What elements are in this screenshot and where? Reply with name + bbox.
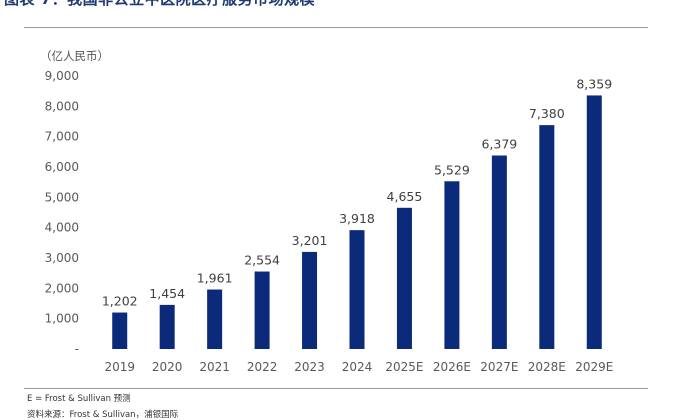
y-tick-label: 7,000 [45,130,79,144]
bar-2021 [207,289,223,349]
bar-2027E [491,155,507,349]
data-label-2026E: 5,529 [434,162,470,177]
y-tick-label: 5,000 [45,190,79,204]
x-tick-label: 2025E [385,360,423,374]
unit-label: （亿人民币） [40,49,109,63]
x-tick-label: 2020 [152,360,183,374]
top-rule [24,27,648,28]
x-tick-label: 2024 [342,360,373,374]
bars [112,95,602,349]
data-label-2019: 1,202 [102,294,138,309]
y-tick-label: 1,000 [45,312,79,326]
bar-2028E [539,125,555,349]
bar-2019 [112,312,128,349]
data-label-2022: 2,554 [244,253,280,268]
x-tick-label: 2026E [433,360,471,374]
bottom-rule [24,388,648,389]
forecast-note: E = Frost & Sullivan 预测 [27,394,131,404]
y-tick-label: - [75,342,79,356]
data-label-2023: 3,201 [292,233,328,248]
x-tick-label: 2021 [199,360,230,374]
bar-2026E [444,181,460,349]
x-tick-label: 2029E [575,360,613,374]
x-tick-label: 2022 [247,360,278,374]
data-labels: 1,202 1,454 1,961 2,554 3,201 3,918 4,655 5,529… [102,76,612,308]
x-tick-label: 2019 [104,360,135,374]
bar-2029E [586,95,602,349]
y-tick-label: 6,000 [45,160,79,174]
y-tick-label: 2,000 [45,281,79,295]
data-label-2027E: 6,379 [481,137,517,152]
x-tick-label: 2023 [294,360,325,374]
figure-title: 图表 7：我国非公立中医院医疗服务市场规模 [4,0,315,9]
x-tick-label: 2028E [528,360,566,374]
data-label-2025E: 4,655 [387,189,423,204]
y-tick-label: 9,000 [45,69,79,83]
data-label-2020: 1,454 [149,286,185,301]
x-axis: 2019 2020 2021 2022 2023 2024 2025E 2026E 2027E 2… [104,360,613,374]
y-tick-label: 3,000 [45,251,79,265]
y-tick-label: 4,000 [45,221,79,235]
bar-2024 [349,230,365,349]
y-axis: - 1,000 2,000 3,000 4,000 5,000 6,000 7,000 8,00… [45,69,79,356]
data-label-2028E: 7,380 [529,106,565,121]
data-label-2024: 3,918 [339,211,375,226]
data-label-2029E: 8,359 [576,76,612,91]
bar-chart: （亿人民币） - 1,000 2,000 3,000 4,000 5,000 6,000 7,… [40,49,613,374]
bar-2022 [254,271,270,349]
bar-2020 [159,304,175,349]
bar-2023 [302,251,318,349]
x-tick-label: 2027E [480,360,518,374]
bar-2025E [396,207,412,349]
source-note: 资料来源：Frost & Sullivan，浦银国际 [27,410,179,420]
y-tick-label: 8,000 [45,99,79,113]
data-label-2021: 1,961 [197,271,233,286]
